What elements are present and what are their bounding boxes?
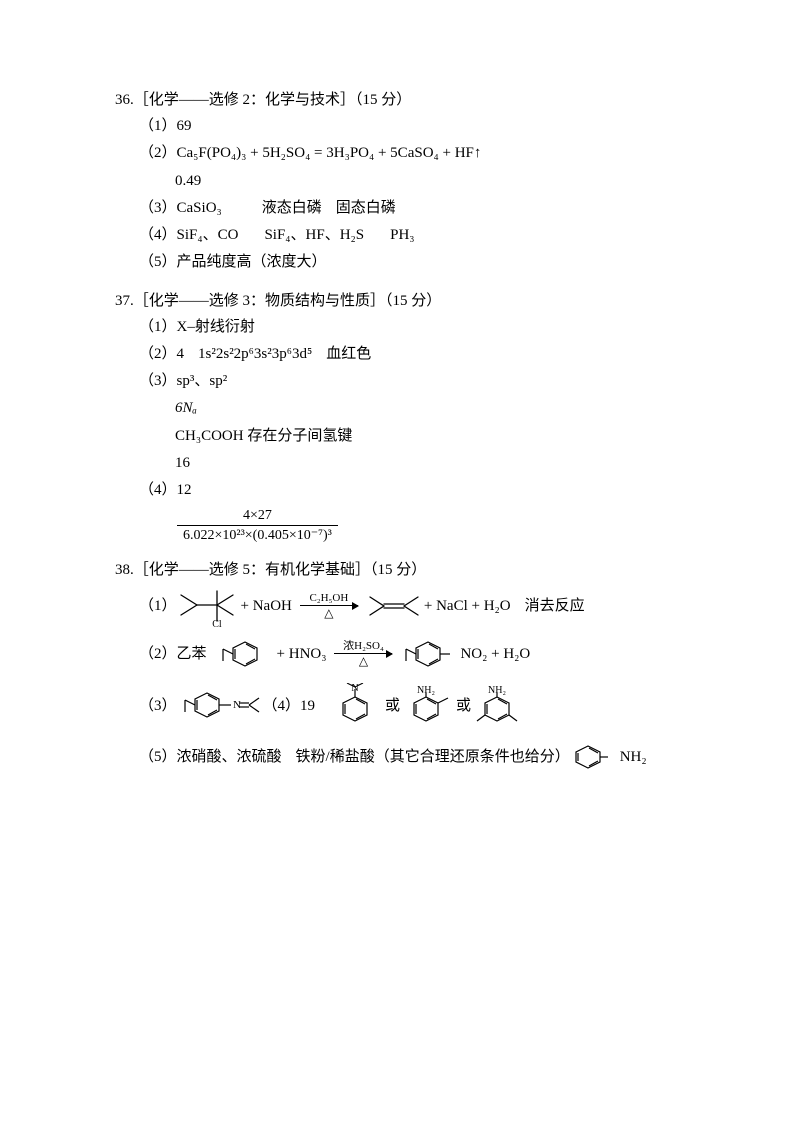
reaction-type: 消去反应 [525, 595, 585, 618]
label: （5） [139, 251, 177, 274]
v2: 1s²2s²2p⁶3s²3p⁶3d⁵ [198, 343, 312, 366]
q38-head: 38.［化学——选修 5：有机化学基础］（15 分） [115, 558, 675, 579]
label: （4） [139, 224, 177, 247]
v3: PH₃ [390, 224, 414, 247]
isomer-1: N [329, 683, 385, 729]
q37-a1: （1） X–射线衍射 [115, 316, 675, 339]
arrow-bot: △ [359, 652, 368, 671]
v2: SiF₄、HF、H₂S [264, 224, 364, 247]
label: （4） [139, 479, 177, 502]
label: （2） [139, 643, 177, 666]
reagent: + NaOH [241, 595, 292, 618]
equation: Ca₅F(PO₄)₃ + 5H₂SO₄ = 3H₃PO₄ + 5CaSO₄ + … [177, 142, 482, 165]
page: 36.［化学——选修 2：化学与技术］（15 分） （1） 69 （2） Ca₅… [0, 0, 675, 773]
svg-text:N: N [233, 699, 241, 711]
value: 6Nₐ [175, 397, 197, 420]
label: （3） [139, 197, 177, 220]
q38-a1: （1） Cl + NaOH C₂H₅OH △ [115, 585, 675, 627]
fraction: 4×27 6.022×10²³×(0.405×10⁻⁷)³ [177, 508, 338, 544]
label: （1） [139, 316, 177, 339]
v1: SiF₄、CO [177, 224, 239, 247]
v1: 4 [177, 343, 185, 366]
structure-3: N [177, 684, 263, 728]
value: 产品纯度高（浓度大） [177, 251, 327, 274]
reaction-arrow: 浓H₂SO₄ △ [330, 638, 396, 671]
q38-a5: （5） 浓硝酸、浓硫酸 铁粉/稀盐酸（其它合理还原条件也给分） NH₂ [115, 741, 675, 773]
label: （1） [139, 115, 177, 138]
product-structure [366, 589, 424, 623]
reaction-arrow: C₂H₅OH △ [296, 590, 362, 623]
v1: CaSiO₃ [177, 197, 222, 220]
q37: 37.［化学——选修 3：物质结构与性质］（15 分） （1） X–射线衍射 （… [115, 289, 675, 545]
value-4: 19 [300, 695, 315, 718]
name: 乙苯 [177, 643, 207, 666]
q38-a3-a4: （3） N （4） [115, 683, 675, 729]
or-1: 或 [385, 695, 400, 718]
value: 0.49 [175, 170, 201, 193]
svg-text:N: N [351, 683, 358, 694]
value: 16 [175, 452, 190, 475]
q36-a3: （3） CaSiO₃ 液态白磷 固态白磷 [115, 197, 675, 220]
aniline [570, 741, 620, 773]
value: X–射线衍射 [177, 316, 255, 339]
reagent: + HNO₃ [277, 643, 327, 666]
value: 69 [177, 115, 192, 138]
v2: 液态白磷 [262, 197, 322, 220]
q36-head: 36.［化学——选修 2：化学与技术］（15 分） [115, 88, 675, 109]
q37-a3-l2: 6Nₐ [115, 397, 675, 420]
label: （5） [139, 746, 177, 769]
q36-a1: （1） 69 [115, 115, 675, 138]
label-4: （4） [263, 695, 301, 718]
q36-a5: （5） 产品纯度高（浓度大） [115, 251, 675, 274]
q38: 38.［化学——选修 5：有机化学基础］（15 分） （1） Cl + NaOH… [115, 558, 675, 773]
q37-fraction: 4×27 6.022×10²³×(0.405×10⁻⁷)³ [115, 508, 675, 544]
q37-a3: （3） sp³、sp² [115, 370, 675, 393]
v1: sp³、sp² [177, 370, 228, 393]
label: （2） [139, 142, 177, 165]
q36: 36.［化学——选修 2：化学与技术］（15 分） （1） 69 （2） Ca₅… [115, 88, 675, 275]
v1: 浓硝酸、浓硫酸 [177, 746, 282, 769]
q37-a3-l4: 16 [115, 452, 675, 475]
label: （3） [139, 370, 177, 393]
aniline-tail: NH₂ [620, 746, 647, 769]
q37-a2: （2） 4 1s²2s²2p⁶3s²3p⁶3d⁵ 血红色 [115, 343, 675, 366]
v3: 固态白磷 [336, 197, 396, 220]
svg-text:Cl: Cl [212, 619, 222, 627]
q37-a4: （4） 12 [115, 479, 675, 502]
products: + NaCl + H₂O [424, 595, 511, 618]
q36-a4: （4） SiF₄、CO SiF₄、HF、H₂S PH₃ [115, 224, 675, 247]
ethylbenzene [221, 637, 277, 671]
or-2: 或 [456, 695, 471, 718]
denominator: 6.022×10²³×(0.405×10⁻⁷)³ [177, 526, 338, 544]
v3: 血红色 [326, 343, 371, 366]
product-tail: NO₂ + H₂O [460, 643, 530, 666]
q37-a3-l3: CH₃COOH 存在分子间氢键 [115, 425, 675, 448]
value: CH₃COOH 存在分子间氢键 [175, 425, 352, 448]
q37-head: 37.［化学——选修 3：物质结构与性质］（15 分） [115, 289, 675, 310]
label: （2） [139, 343, 177, 366]
label: （1） [139, 595, 177, 618]
isomer-3: NH₂ [471, 683, 527, 729]
arrow-bot: △ [324, 604, 333, 623]
label-3: （3） [139, 695, 177, 718]
product-structure [400, 637, 460, 671]
isomer-2: NH₂ [400, 683, 456, 729]
q38-a2: （2） 乙苯 + HNO₃ 浓H₂SO₄ △ [115, 637, 675, 671]
q36-a2: （2） Ca₅F(PO₄)₃ + 5H₂SO₄ = 3H₃PO₄ + 5CaSO… [115, 142, 675, 165]
numerator: 4×27 [177, 508, 338, 526]
v2: 铁粉/稀盐酸（其它合理还原条件也给分） [296, 746, 570, 769]
value: 12 [177, 479, 192, 502]
q36-a2b: 0.49 [115, 170, 675, 193]
reactant-structure: Cl [177, 585, 241, 627]
